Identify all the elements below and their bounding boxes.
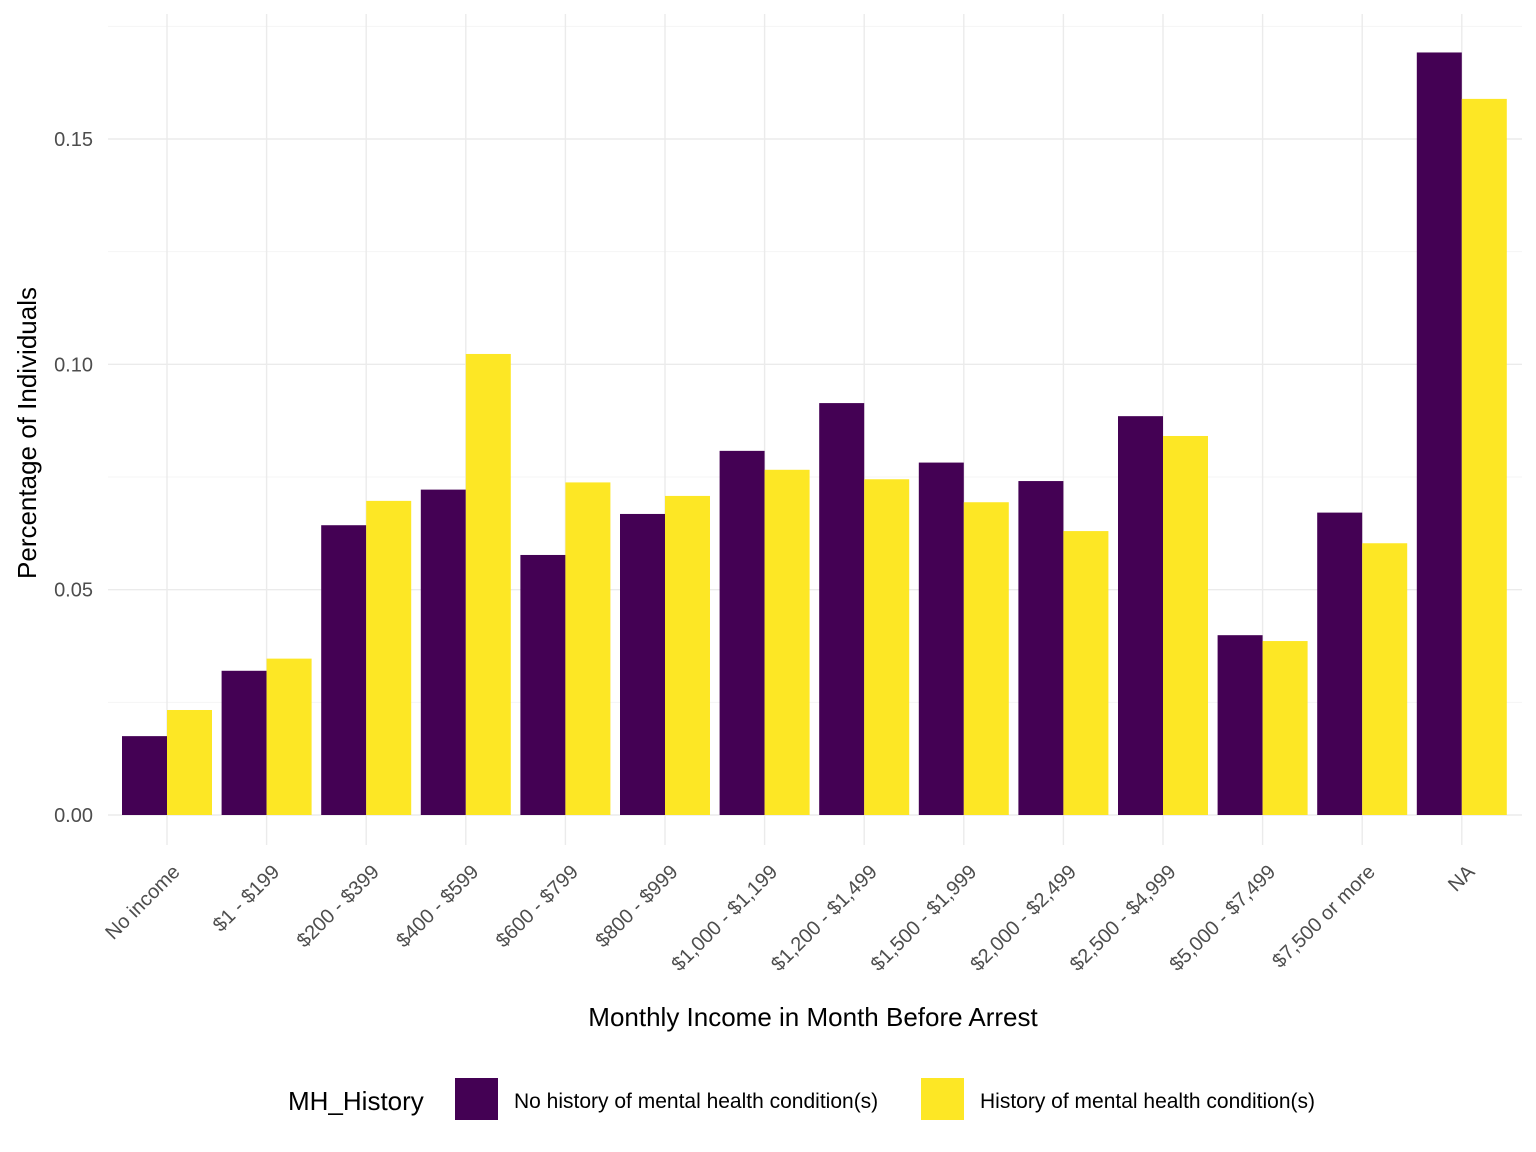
- legend-title: MH_History: [288, 1086, 424, 1116]
- bar-no-history-3: [420, 489, 466, 815]
- legend-label-history: History of mental health condition(s): [980, 1090, 1315, 1113]
- bar-no-history-11: [1217, 635, 1263, 815]
- bar-history-1: [266, 658, 312, 815]
- bar-history-13: [1461, 98, 1507, 815]
- legend-swatch-no-history: [455, 1078, 498, 1120]
- bar-history-6: [764, 469, 810, 815]
- y-tick-label: 0.15: [54, 129, 93, 151]
- bar-no-history-12: [1317, 512, 1363, 815]
- x-tick-label: $200 - $399: [293, 861, 384, 952]
- x-tick-label: $400 - $599: [392, 861, 483, 952]
- bar-no-history-9: [1018, 481, 1064, 815]
- bar-no-history-2: [321, 525, 367, 815]
- legend: MH_History No history of mental health c…: [288, 1078, 1315, 1120]
- x-tick-label: No income: [101, 861, 184, 944]
- x-tick-label: $2,500 - $4,999: [1066, 861, 1181, 976]
- legend-label-no-history: No history of mental health condition(s): [514, 1090, 878, 1113]
- bar-history-9: [1063, 531, 1109, 815]
- bar-history-12: [1362, 543, 1408, 815]
- x-tick-label: $5,000 - $7,499: [1165, 861, 1280, 976]
- x-tick-label: $1,200 - $1,499: [767, 861, 882, 976]
- bar-no-history-8: [918, 462, 964, 815]
- y-tick-label: 0.05: [54, 580, 93, 602]
- y-axis-ticks: 0.00 0.05 0.10 0.15: [54, 129, 93, 827]
- bar-no-history-0: [122, 736, 167, 815]
- bar-no-history-4: [520, 554, 566, 815]
- bar-history-5: [665, 495, 710, 815]
- x-tick-label: $1,500 - $1,999: [867, 861, 982, 976]
- bar-no-history-7: [819, 403, 865, 815]
- grid-lines: [108, 14, 1522, 845]
- x-tick-label: $1,000 - $1,199: [667, 861, 782, 976]
- bar-no-history-10: [1118, 416, 1163, 815]
- y-tick-label: 0.10: [54, 354, 93, 376]
- bar-history-8: [963, 502, 1009, 815]
- x-tick-label: NA: [1444, 861, 1480, 897]
- x-axis-ticks: No income $1 - $199 $200 - $399 $400 - $599…: [101, 861, 1479, 976]
- bar-history-3: [465, 353, 511, 815]
- y-axis-title: Percentage of Individuals: [12, 287, 42, 579]
- bar-history-7: [864, 479, 910, 815]
- bar-no-history-13: [1416, 52, 1462, 816]
- x-axis-title: Monthly Income in Month Before Arrest: [588, 1002, 1038, 1032]
- bar-history-0: [167, 709, 212, 815]
- legend-swatch-history: [921, 1078, 964, 1120]
- x-tick-label: $2,000 - $2,499: [966, 861, 1081, 976]
- x-tick-label: $7,500 or more: [1268, 861, 1379, 972]
- bars: [122, 52, 1507, 816]
- bar-history-11: [1262, 641, 1308, 815]
- bar-no-history-1: [221, 670, 267, 815]
- x-tick-label: $800 - $999: [591, 861, 682, 952]
- bar-history-10: [1163, 435, 1208, 815]
- bar-no-history-5: [620, 513, 665, 815]
- bar-history-2: [366, 500, 412, 815]
- x-tick-label: $1 - $199: [209, 861, 284, 936]
- bar-no-history-6: [719, 450, 765, 815]
- y-tick-label: 0.00: [54, 805, 93, 827]
- bar-history-4: [565, 482, 611, 815]
- x-tick-label: $600 - $799: [492, 861, 583, 952]
